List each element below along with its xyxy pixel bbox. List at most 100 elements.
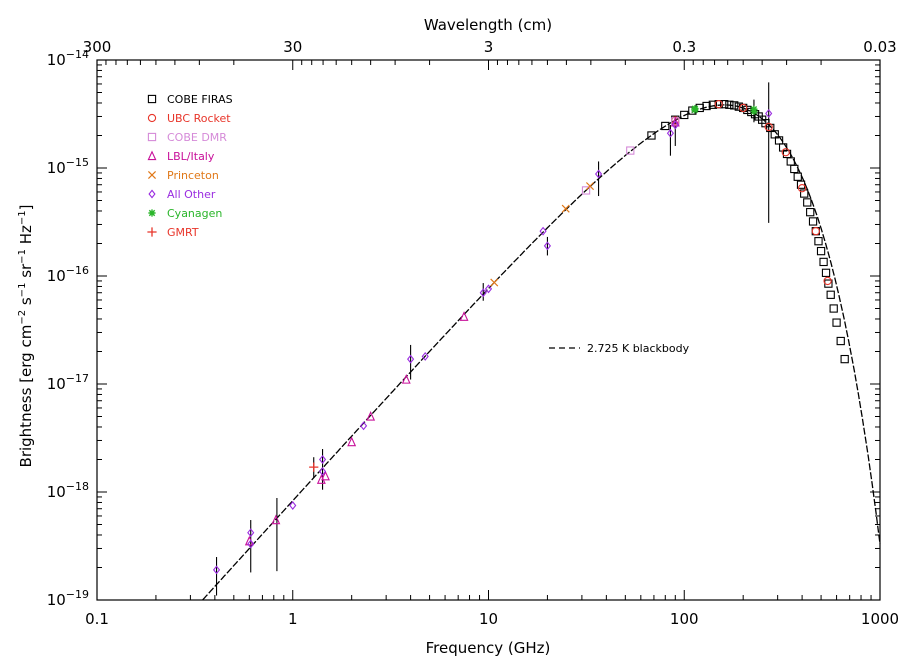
ubc-rocket-point [823,276,832,286]
data-points-layer [212,100,849,575]
princeton-point [561,204,570,213]
cobe-firas-point [821,268,831,277]
x-axis-title: Frequency (GHz) [426,639,551,657]
cobe-dmr-point [626,146,635,155]
x-tick-label: 1 [288,610,298,628]
y-axis-title-part: Brightness [erg cm [17,325,35,468]
cobe-firas-point [725,100,734,109]
all-other-point [407,354,415,364]
ubc-rocket-point [781,148,790,157]
all-other-point [359,421,368,431]
y-axis-title-part: Hz [17,225,35,249]
y-tick-label: 10−17 [47,372,89,393]
lbl-italy-point [366,410,376,421]
all-other-point [318,466,327,476]
ubc-rocket-point [797,184,807,193]
lbl-italy-point [271,514,281,525]
all-other-point [247,539,255,549]
ubc-rocket-point [739,103,748,113]
x-tick-label: 1000 [861,610,899,628]
cobe-firas-point [730,101,739,110]
axes-layer: 0.1 1 10 100 1000 300 30 3 0.3 0.03 10−19 10−18 10−1… [47,38,899,628]
legend-marker-cobe-firas [147,94,157,104]
all-other-point [543,241,552,251]
cobe-firas-point [661,121,670,131]
legend-label-cobe-firas: COBE FIRAS [167,93,233,106]
all-other-point [421,351,429,361]
cobe-firas-point [832,318,841,327]
y-axis-title-part: s [17,297,35,310]
legend-label-gmrt: GMRT [167,226,199,239]
cobe-firas-point [814,237,823,246]
cobe-firas-point [708,100,718,109]
y-axis-title: Brightness [erg cm−2 s−1 sr−1 Hz−1] [17,205,35,468]
model-line-text: 2.725 K blackbody [587,342,690,355]
all-other-point [479,288,487,298]
y-axis-title-exponent: −1 [17,249,28,264]
x-tick-label: 0.1 [85,610,109,628]
all-other-point [765,108,773,118]
y-axis-title-exponent: −2 [17,310,28,325]
cobe-firas-point [793,172,802,181]
y-tick-label: 10−18 [47,480,89,501]
cobe-firas-point [796,180,806,189]
x-tick-label: 10 [479,610,498,628]
cobe-firas-point [702,101,711,111]
legend-marker-princeton [147,170,157,180]
cobe-firas-point [680,110,689,120]
y-axis-title-exponent: −1 [17,210,28,225]
top-tick-label: 0.3 [672,38,696,56]
all-other-point [666,128,675,138]
all-other-point [212,565,221,575]
lbl-italy-point [321,470,330,481]
cobe-firas-point [720,100,729,109]
cobe-dmr-point [581,186,591,195]
cyanagen-point [750,107,758,115]
legend-marker-ubc-rocket [147,113,157,123]
legend-label-ubc-rocket: UBC Rocket [167,112,231,125]
ubc-rocket-point [714,100,723,109]
y-tick-label: 10−15 [47,156,89,177]
model-line-label: 2.725 K blackbody [549,342,690,355]
top-tick-label: 0.03 [863,38,896,56]
cobe-firas-point [770,130,779,139]
cobe-firas-point [826,290,835,299]
top-axis-title: Wavelength (cm) [424,16,552,34]
legend: COBE FIRAS UBC Rocket COBE DMR LBL/Italy Pri… [147,93,233,239]
top-tick-label: 300 [83,38,112,56]
all-other-point [594,169,603,179]
legend-label-princeton: Princeton [167,169,219,182]
x-tick-label: 100 [670,610,699,628]
legend-marker-cyanagen [148,209,156,217]
lbl-italy-point [401,374,411,384]
ubc-rocket-point [811,227,820,236]
y-tick-label: 10−19 [47,588,89,609]
all-other-point [318,455,327,464]
cobe-firas-point [766,123,775,133]
gmrt-point [309,462,319,472]
y-axis-title-part: ] [17,205,35,211]
cobe-firas-point [808,217,818,226]
legend-marker-cobe-dmr [147,132,157,142]
all-other-point [289,501,297,510]
cobe-firas-point [790,164,799,174]
cobe-firas-point [819,257,828,267]
legend-marker-all-other [148,189,156,199]
top-tick-label: 30 [283,38,302,56]
princeton-point [490,278,499,287]
lbl-italy-point [347,436,357,447]
y-tick-label: 10−16 [47,264,89,285]
cobe-firas-point [803,198,812,207]
lbl-italy-point [459,311,469,321]
princeton-point [585,182,595,191]
legend-label-lbl-italy: LBL/Italy [167,150,215,163]
all-other-point [484,284,493,294]
cobe-firas-point [800,189,809,198]
lbl-italy-point [670,116,680,127]
cobe-firas-point [829,304,838,313]
y-tick-label: 10−14 [47,48,89,69]
cobe-firas-point [840,354,849,364]
y-axis-title-part: sr [17,263,35,283]
y-axis-title-exponent: −1 [17,283,28,298]
